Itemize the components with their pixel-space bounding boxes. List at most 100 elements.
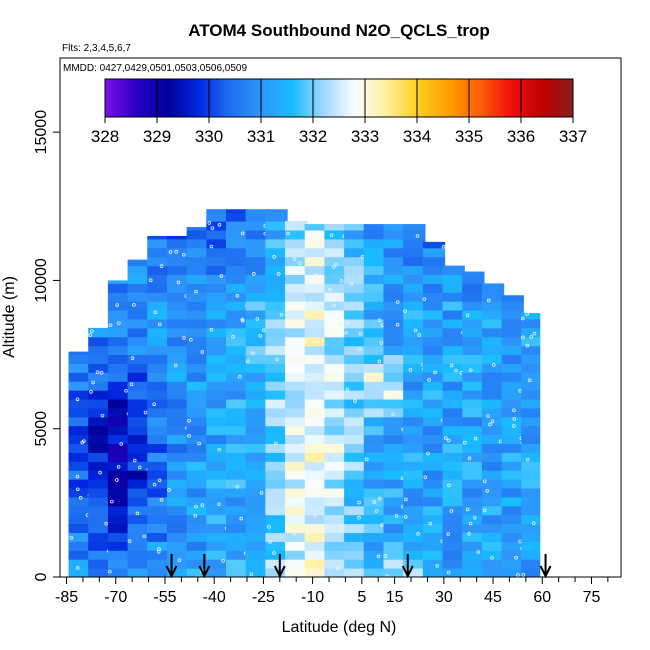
heatmap-cell (265, 443, 288, 453)
heatmap-cell (107, 327, 131, 338)
heatmap-cell (344, 345, 367, 356)
heatmap-cell (344, 283, 367, 293)
heatmap-cell (344, 541, 367, 551)
heatmap-cell (304, 224, 328, 231)
sample-point (327, 413, 332, 417)
heatmap-cell (304, 381, 328, 391)
heatmap-cell (422, 256, 446, 267)
heatmap-cell (304, 310, 328, 320)
sample-point (217, 222, 222, 227)
sample-point (467, 532, 471, 536)
heatmap-cell (107, 407, 131, 418)
heatmap-cell (226, 505, 249, 516)
heatmap-cell (481, 496, 505, 507)
sample-point (358, 331, 363, 336)
heatmap-cell (285, 452, 308, 462)
heatmap-cell (166, 390, 190, 400)
heatmap-cell (403, 523, 426, 534)
sample-point (240, 231, 245, 236)
heatmap-cell (127, 505, 150, 516)
sample-point (345, 387, 350, 392)
sample-point (531, 521, 536, 525)
heatmap-cell (403, 363, 426, 373)
heatmap-cell (442, 372, 465, 382)
heatmap-cell (245, 550, 268, 560)
heatmap-cell (166, 550, 190, 560)
heatmap-cell (245, 381, 268, 391)
heatmap-cell (285, 461, 308, 471)
heatmap-cell (422, 310, 446, 320)
heatmap-cell (501, 434, 524, 445)
heatmap-cell (245, 390, 268, 400)
heatmap-cell (206, 568, 229, 577)
heatmap-cell (265, 283, 288, 293)
heatmap-cell (226, 318, 249, 329)
heatmap-cell (186, 416, 209, 427)
heatmap-cell (501, 336, 524, 347)
heatmap-cell (344, 425, 367, 436)
sample-point (127, 539, 132, 543)
heatmap-cell (344, 488, 367, 498)
sample-point (446, 438, 451, 443)
heatmap-cell (226, 221, 249, 231)
heatmap-cell (186, 363, 209, 373)
heatmap-cell (521, 550, 541, 560)
heatmap-cell (344, 452, 367, 462)
heatmap-cell (285, 514, 308, 525)
sample-point (286, 231, 290, 236)
heatmap-cell (521, 336, 541, 347)
heatmap-cell (206, 256, 229, 267)
heatmap-cell (363, 336, 387, 347)
sample-point (483, 479, 487, 484)
heatmap-cell (403, 479, 426, 489)
heatmap-cell (403, 238, 426, 249)
heatmap-cell (462, 363, 485, 373)
heatmap-cell (206, 523, 229, 534)
heatmap-cell (422, 345, 446, 356)
sample-point (490, 419, 495, 424)
heatmap-cell (442, 470, 465, 480)
heatmap-cell (226, 532, 249, 542)
heatmap-cell (265, 336, 288, 347)
heatmap-cell (521, 390, 541, 400)
heatmap-cell (265, 318, 288, 329)
heatmap-cell (442, 434, 465, 445)
sample-point (187, 434, 191, 438)
heatmap-cell (186, 523, 209, 534)
heatmap-cell (304, 407, 328, 418)
heatmap-cell (107, 532, 131, 542)
heatmap-cell (403, 452, 426, 462)
sample-point (217, 447, 221, 452)
sample-point (159, 498, 164, 502)
heatmap-cell (127, 434, 150, 445)
heatmap-cell (166, 505, 190, 516)
heatmap-cell (147, 235, 170, 240)
heatmap-cell (442, 496, 465, 507)
heatmap-cell (226, 470, 249, 480)
heatmap-cell (285, 416, 308, 427)
heatmap-cell (147, 327, 170, 338)
sample-point (465, 313, 470, 317)
heatmap-cell (265, 230, 288, 240)
heatmap-cell (422, 363, 446, 373)
heatmap-cell (265, 568, 288, 577)
heatmap-cell (324, 407, 347, 418)
heatmap-cell (107, 541, 131, 551)
heatmap-cell (304, 470, 328, 480)
heatmap-cell (245, 416, 268, 427)
heatmap-cell (462, 514, 485, 525)
heatmap-cell (186, 488, 209, 498)
sample-point (293, 447, 297, 451)
heatmap-cell (422, 390, 446, 400)
heatmap-cell (383, 310, 406, 320)
sample-point (527, 378, 532, 383)
heatmap-cell (442, 461, 465, 471)
heatmap-cell (226, 265, 249, 275)
heatmap-cell (285, 283, 308, 293)
x-tick-label: -85 (55, 589, 78, 606)
sample-point (468, 521, 473, 526)
sample-point (374, 509, 379, 513)
heatmap-cell (324, 434, 347, 445)
heatmap-cell (107, 301, 131, 311)
heatmap-cell (265, 452, 288, 462)
